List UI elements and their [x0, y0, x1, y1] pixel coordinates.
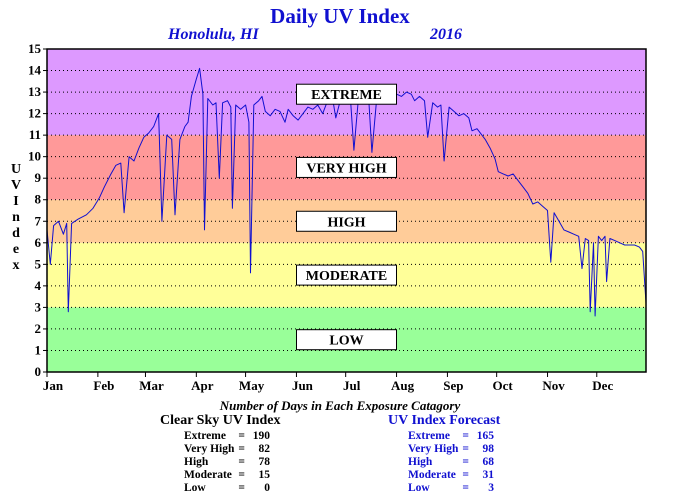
- x-tick-label: Nov: [542, 378, 565, 393]
- forecast-row-value: 98: [482, 443, 494, 455]
- y-tick-label: 2: [35, 321, 42, 336]
- y-tick-label: 9: [35, 170, 42, 185]
- clear-sky-row-equals: =: [238, 443, 245, 455]
- zone-label-text: HIGH: [327, 215, 365, 230]
- clear-sky-title: Clear Sky UV Index: [160, 413, 281, 428]
- zone-label-high: HIGH: [296, 210, 397, 232]
- y-tick-label: 14: [28, 63, 42, 78]
- y-tick-label: 5: [35, 256, 42, 271]
- clear-sky-row-value: 0: [264, 482, 270, 494]
- forecast-row-equals: =: [462, 443, 469, 455]
- y-tick-label: 6: [35, 235, 42, 250]
- forecast-stats: UV Index Forecast Extreme = 165 Very High = 9…: [388, 413, 500, 495]
- clear-sky-row-equals: =: [238, 430, 245, 442]
- forecast-row-label: Very High: [408, 443, 459, 455]
- y-tick-label: 7: [35, 213, 42, 228]
- y-tick-label: 11: [29, 127, 41, 142]
- x-tick-label: May: [239, 378, 265, 393]
- clear-sky-row-equals: =: [238, 469, 245, 481]
- clear-sky-row: Very High = 82: [184, 443, 270, 456]
- x-tick-label: Jan: [43, 378, 64, 393]
- clear-sky-row: Moderate = 15: [184, 469, 270, 482]
- forecast-row-equals: =: [462, 456, 469, 468]
- clear-sky-row-label: High: [184, 456, 209, 468]
- forecast-row-value: 31: [482, 469, 494, 481]
- stats-title: Number of Days in Each Exposure Catagory: [219, 398, 461, 413]
- zone-label-box: [296, 264, 397, 286]
- x-tick-label: Jun: [292, 378, 314, 393]
- zone-label-text: LOW: [329, 334, 363, 349]
- forecast-row: Low = 3: [408, 482, 494, 495]
- clear-sky-row-value: 82: [258, 443, 270, 455]
- clear-sky-row-label: Extreme: [184, 430, 226, 442]
- chart-subtitle-year: 2016: [430, 26, 462, 43]
- y-tick-label: 1: [35, 342, 42, 357]
- clear-sky-row: Extreme = 190: [184, 430, 270, 443]
- clear-sky-row-label: Very High: [184, 443, 235, 455]
- x-tick-label: Dec: [592, 378, 613, 393]
- zone-label-box: [296, 156, 397, 178]
- forecast-table: Extreme = 165 Very High = 98 High = 68 Moderate = 3…: [408, 430, 494, 495]
- x-tick-label: Feb: [93, 378, 114, 393]
- forecast-row-value: 165: [476, 430, 494, 442]
- forecast-row-label: High: [408, 456, 433, 468]
- y-tick-label: 10: [28, 149, 41, 164]
- clear-sky-row-label: Moderate: [184, 469, 232, 481]
- zone-label-text: EXTREME: [311, 88, 382, 103]
- y-tick-label: 3: [35, 299, 42, 314]
- zone-label-low: LOW: [296, 329, 397, 351]
- zone-label-box: [296, 210, 397, 232]
- chart-title: Daily UV Index: [270, 4, 410, 28]
- clear-sky-row: Low = 0: [184, 482, 270, 495]
- forecast-row-label: Extreme: [408, 430, 450, 442]
- forecast-row-equals: =: [462, 469, 469, 481]
- y-tick-label: 15: [28, 41, 42, 56]
- forecast-row-label: Moderate: [408, 469, 456, 481]
- x-tick-label: Mar: [139, 378, 164, 393]
- zone-label-box: [296, 329, 397, 351]
- forecast-row: High = 68: [408, 456, 494, 469]
- plot-frame: [46, 48, 647, 373]
- clear-sky-row: High = 78: [184, 456, 270, 469]
- y-tick-label: 13: [28, 84, 42, 99]
- clear-sky-stats: Clear Sky UV Index Extreme = 190 Very High =…: [160, 413, 280, 495]
- forecast-row-value: 3: [488, 482, 494, 494]
- forecast-row-equals: =: [462, 482, 469, 494]
- clear-sky-row-value: 15: [258, 469, 270, 481]
- forecast-title: UV Index Forecast: [388, 413, 501, 428]
- zone-label-text: VERY HIGH: [306, 161, 386, 176]
- zone-label-very-high: VERY HIGH: [296, 156, 397, 178]
- y-tick-label: 0: [35, 364, 42, 379]
- forecast-row: Extreme = 165: [408, 430, 494, 443]
- clear-sky-row-value: 190: [252, 430, 270, 442]
- x-tick-label: Oct: [493, 378, 514, 393]
- clear-sky-row-equals: =: [238, 456, 245, 468]
- y-tick-label: 12: [28, 106, 41, 121]
- zone-labels: LOW MODERATE HIGH VERY HIGH EXTREME: [296, 83, 397, 351]
- chart-subtitle-location: Honolulu, HI: [168, 26, 259, 43]
- zone-label-box: [296, 83, 397, 105]
- forecast-row: Very High = 98: [408, 443, 494, 456]
- forecast-row-label: Low: [408, 482, 430, 494]
- clear-sky-table: Extreme = 190 Very High = 82 High = 78 Moderate = 1…: [184, 430, 270, 495]
- x-tick-label: Apr: [191, 378, 214, 393]
- x-tick-label: Sep: [443, 378, 463, 393]
- x-tick-label: Jul: [343, 378, 361, 393]
- clear-sky-row-value: 78: [258, 456, 270, 468]
- zone-label-moderate: MODERATE: [296, 264, 397, 286]
- zone-label-extreme: EXTREME: [296, 83, 397, 105]
- zone-label-text: MODERATE: [306, 269, 387, 284]
- x-tick-label: Aug: [391, 378, 415, 393]
- clear-sky-row-label: Low: [184, 482, 206, 494]
- clear-sky-row-equals: =: [238, 482, 245, 494]
- forecast-row: Moderate = 31: [408, 469, 494, 482]
- y-tick-label: 8: [35, 192, 42, 207]
- forecast-row-equals: =: [462, 430, 469, 442]
- y-tick-label: 4: [35, 278, 42, 293]
- forecast-row-value: 68: [482, 456, 494, 468]
